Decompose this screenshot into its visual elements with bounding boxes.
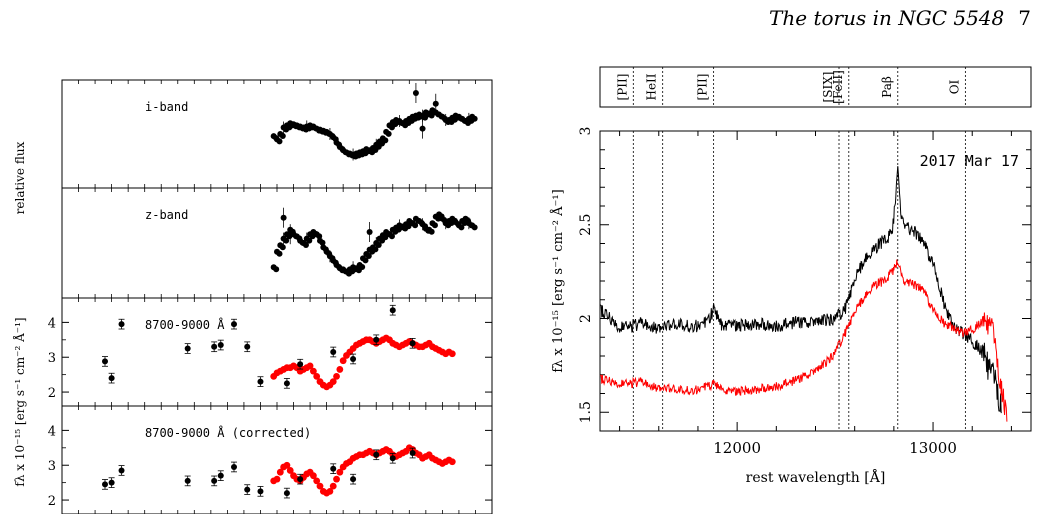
y-tick-label: 3 <box>48 351 56 366</box>
data-point <box>302 242 309 248</box>
line-label: [PII] <box>615 74 629 101</box>
spectrum-corrected <box>599 259 1008 422</box>
page-header-title: The torus in NGC 5548 <box>769 6 1005 30</box>
y-axis-label: fλ x 10⁻¹⁵ [erg s⁻¹ cm⁻² Å⁻¹] <box>550 189 566 372</box>
data-point-corrected <box>273 475 281 483</box>
line-label: OI <box>947 79 961 94</box>
data-point <box>316 233 323 240</box>
data-point <box>419 125 426 132</box>
data-point-corrected <box>329 378 337 386</box>
page-header: The torus in NGC 5548 7 <box>769 6 1031 30</box>
data-point-corrected <box>283 461 291 469</box>
data-point <box>432 100 439 107</box>
data-point <box>276 250 283 257</box>
y-tick-label: 4 <box>48 316 56 331</box>
data-point <box>366 229 373 235</box>
date-annotation: 2017 Mar 17 <box>920 152 1019 170</box>
data-point-corrected <box>306 362 314 370</box>
panel-label: 8700-9000 Å (corrected) <box>145 425 311 440</box>
data-point <box>276 138 283 145</box>
line-label: [SIX] <box>821 72 835 103</box>
data-point <box>279 244 286 251</box>
data-point <box>428 228 435 235</box>
right-figure: [PII] HeII [PII] [SIX][FeII] Paβ OI 12000 13000… <box>550 66 1032 486</box>
data-point-corrected <box>336 366 344 373</box>
data-point <box>319 239 326 246</box>
panel-frame <box>61 405 493 514</box>
y-tick-label: 2 <box>578 314 594 323</box>
x-axis-label: rest wavelength [Å] <box>746 468 886 486</box>
data-point <box>458 224 465 231</box>
data-point-corrected <box>286 467 294 474</box>
data-point <box>273 266 280 273</box>
line-label: [PII] <box>696 74 710 101</box>
data-point-corrected <box>448 458 456 466</box>
data-point <box>375 242 382 248</box>
x-tick-label: 12000 <box>713 439 761 457</box>
data-point <box>471 115 478 122</box>
line-label: HeII <box>645 73 659 100</box>
data-point <box>382 137 389 144</box>
y-tick-label: 2 <box>48 386 56 401</box>
line-id-box <box>599 66 1032 108</box>
data-point <box>280 214 287 221</box>
data-point <box>306 237 313 244</box>
line-label: [FeII] <box>831 70 845 104</box>
data-point <box>365 253 372 259</box>
data-point <box>279 133 286 139</box>
data-point-corrected <box>333 475 340 483</box>
y-tick-label: 3 <box>578 127 594 136</box>
data-point-corrected <box>316 482 324 490</box>
data-point-corrected <box>333 372 340 380</box>
data-point-corrected <box>339 357 347 365</box>
panel-frame <box>61 79 493 189</box>
line-label: Paβ <box>880 76 894 98</box>
data-point <box>412 89 419 96</box>
y-tick-label: 2.5 <box>578 214 594 236</box>
data-point <box>385 130 392 137</box>
data-point-corrected <box>326 487 334 495</box>
data-point-corrected <box>448 350 456 358</box>
panel-frame <box>61 297 493 407</box>
panel-label: z-band <box>145 208 188 222</box>
panel-label: i-band <box>145 100 188 114</box>
ylabel-flux: fλ x 10⁻¹⁵ [erg s⁻¹ cm⁻² Å⁻¹] <box>12 317 27 486</box>
data-point <box>283 237 290 244</box>
data-point-corrected <box>313 477 321 485</box>
data-point-corrected <box>276 468 284 476</box>
y-tick-label: 2 <box>48 494 56 509</box>
spectrum-observed <box>599 166 1002 414</box>
data-point-corrected <box>309 472 317 480</box>
data-point <box>412 222 419 229</box>
y-tick-label: 4 <box>48 424 56 439</box>
data-point-corrected <box>329 482 337 490</box>
x-tick-label: 13000 <box>909 439 957 457</box>
data-point-corrected <box>313 372 321 380</box>
y-tick-label: 1.5 <box>578 401 594 423</box>
y-tick-label: 3 <box>48 459 56 474</box>
data-point <box>287 231 294 238</box>
data-point <box>359 264 366 270</box>
data-point <box>431 222 438 229</box>
data-point <box>471 224 478 231</box>
data-point <box>362 257 369 264</box>
ylabel-relative-flux: relative flux <box>13 141 27 214</box>
panel-label: 8700-9000 Å <box>145 317 225 332</box>
panel-frame <box>61 187 493 299</box>
data-point-corrected <box>309 367 317 375</box>
data-point-corrected <box>336 468 344 476</box>
left-figure: i-band z-band 8700-9000 Å 2 3 4 8700-9000 Å (c… <box>12 79 493 514</box>
page-number: 7 <box>1018 6 1031 30</box>
data-point <box>372 246 379 253</box>
data-point <box>388 233 395 240</box>
